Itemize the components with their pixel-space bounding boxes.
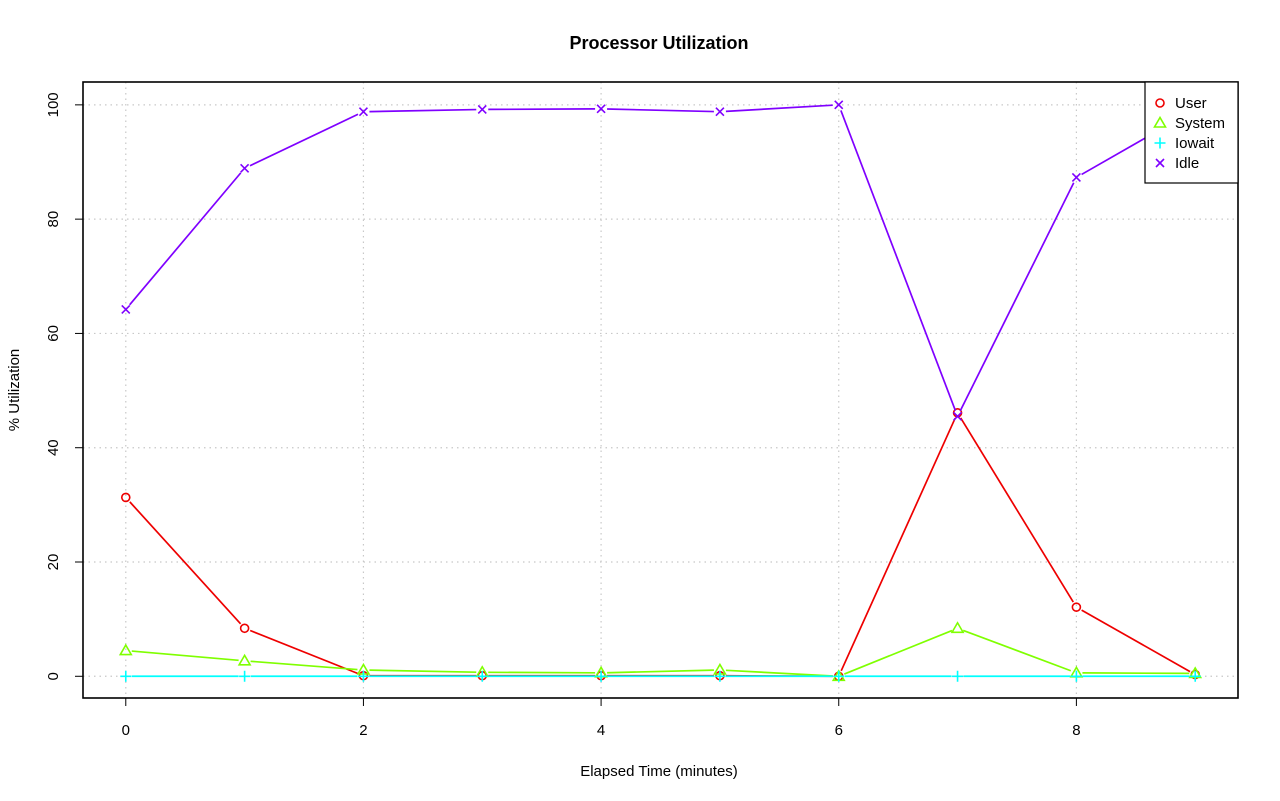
x-axis-label: Elapsed Time (minutes) [580, 763, 738, 780]
series-idle-point-7 [953, 411, 963, 421]
series-iowait-point-5 [714, 670, 726, 682]
series-user-point-0 [120, 492, 131, 503]
legend-marker-system [1153, 115, 1167, 128]
y-tick-label-0: 0 [45, 672, 62, 680]
series-system-segment-8 [1082, 672, 1190, 675]
series-idle-segment-5 [725, 104, 833, 113]
y-tick-label-80: 80 [45, 211, 62, 228]
series-iowait-point-9 [1189, 670, 1201, 682]
series-iowait-point-8 [1070, 670, 1082, 682]
series-system-segment-2 [369, 669, 477, 674]
series-idle-point-5 [715, 107, 725, 117]
series-iowait-point-2 [357, 670, 369, 682]
series-iowait-point-4 [595, 670, 607, 682]
series-iowait-point-7 [952, 670, 964, 682]
series-idle-segment-4 [607, 108, 714, 113]
legend-marker-idle [1155, 158, 1165, 168]
series-system-point-7 [950, 621, 965, 634]
series-user-segment-7 [959, 417, 1074, 603]
series-user-segment-6 [840, 417, 956, 672]
grid [83, 82, 1238, 698]
series-iowait [120, 670, 1201, 682]
series-user-point-1 [239, 623, 250, 634]
series-system-segment-4 [607, 669, 714, 674]
series-idle-point-3 [477, 104, 487, 114]
series-idle-segment-0 [128, 172, 242, 306]
series-group [118, 100, 1203, 682]
legend: User System Iowait Idle [1144, 81, 1239, 184]
chart-title: Processor Utilization [569, 33, 748, 53]
series-user [120, 408, 1201, 682]
y-tick-label-60: 60 [45, 325, 62, 342]
y-axis-label: % Utilization [6, 349, 23, 432]
series-idle-segment-2 [369, 108, 477, 113]
series-idle-segment-7 [959, 182, 1075, 412]
series-user-segment-8 [1081, 609, 1191, 673]
series-idle-point-2 [358, 107, 368, 117]
legend-label-user: User [1175, 95, 1207, 112]
series-user-segment-0 [129, 501, 242, 625]
y-tick-label-100: 100 [45, 92, 62, 117]
series-idle-point-0 [121, 304, 131, 314]
series-iowait-point-6 [833, 670, 845, 682]
y-tick-label-40: 40 [45, 439, 62, 456]
series-iowait-point-3 [476, 670, 488, 682]
series-system-segment-1 [250, 660, 358, 671]
series-system-point-1 [237, 653, 252, 666]
series-system-segment-3 [488, 671, 596, 674]
series-idle [121, 100, 1200, 421]
series-system-point-0 [118, 643, 133, 656]
legend-label-iowait: Iowait [1175, 135, 1215, 152]
legend-label-idle: Idle [1175, 155, 1199, 172]
series-idle-point-4 [596, 104, 606, 114]
x-tick-label-4: 4 [597, 722, 605, 739]
x-tick-label-0: 0 [122, 722, 130, 739]
series-system-segment-6 [843, 629, 953, 675]
series-iowait-point-1 [239, 670, 251, 682]
series-idle-point-6 [834, 100, 844, 110]
series-user-point-8 [1071, 602, 1082, 612]
series-system [118, 621, 1203, 682]
x-tick-label-2: 2 [359, 722, 367, 739]
legend-marker-iowait [1154, 137, 1166, 149]
series-idle-point-1 [240, 163, 250, 173]
legend-marker-user [1155, 98, 1165, 108]
series-system-segment-7 [962, 629, 1072, 672]
series-system-segment-5 [725, 669, 833, 677]
series-idle-segment-6 [840, 110, 957, 411]
y-tick-label-20: 20 [45, 554, 62, 571]
series-idle-point-8 [1071, 172, 1081, 182]
x-tick-label-6: 6 [835, 722, 843, 739]
series-system-segment-0 [131, 650, 239, 662]
x-tick-label-8: 8 [1072, 722, 1080, 739]
plot-frame [82, 81, 1239, 699]
legend-label-system: System [1175, 115, 1225, 132]
series-user-segment-1 [249, 629, 359, 675]
series-idle-segment-1 [249, 113, 359, 167]
series-iowait-point-0 [120, 670, 132, 682]
series-idle-segment-3 [488, 108, 596, 111]
